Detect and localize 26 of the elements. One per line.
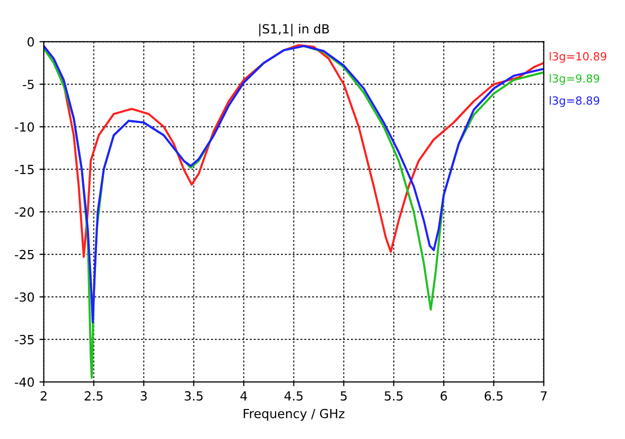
x-axis-title: Frequency / GHz [244, 408, 344, 421]
y-tick-label: -5 [22, 80, 34, 90]
y-tick-label: -15 [14, 164, 34, 174]
y-tick-label: -40 [14, 377, 34, 387]
y-tick-label: 0 [28, 37, 34, 47]
y-tick-label: -10 [14, 122, 34, 132]
x-tick-label: 4 [240, 391, 248, 400]
y-tick-label: -30 [14, 292, 34, 302]
x-tick-label: 6.5 [484, 391, 503, 401]
y-tick-label: -35 [14, 334, 34, 344]
x-tick-label: 5 [340, 391, 347, 401]
chart-title: |S1,1| in dB [259, 24, 329, 36]
x-tick-label: 6 [440, 391, 447, 401]
x-tick-label: 2 [40, 391, 46, 400]
y-tick-label: -25 [14, 250, 34, 260]
y-tick-label: -20 [14, 207, 34, 217]
x-tick-label: 4.5 [284, 391, 303, 401]
x-tick-label: 7 [540, 391, 547, 400]
text: l3g=8.89 [550, 96, 600, 107]
x-tick-label: 5.5 [384, 391, 403, 401]
series-label: l3g=9.89 [550, 74, 600, 85]
x-tick-label: 3.5 [184, 391, 203, 401]
series-label: l3g=10.89 [550, 52, 606, 63]
x-tick-label: 2.5 [84, 391, 103, 401]
x-tick-label: 3 [140, 391, 147, 401]
line-series [44, 44, 544, 324]
